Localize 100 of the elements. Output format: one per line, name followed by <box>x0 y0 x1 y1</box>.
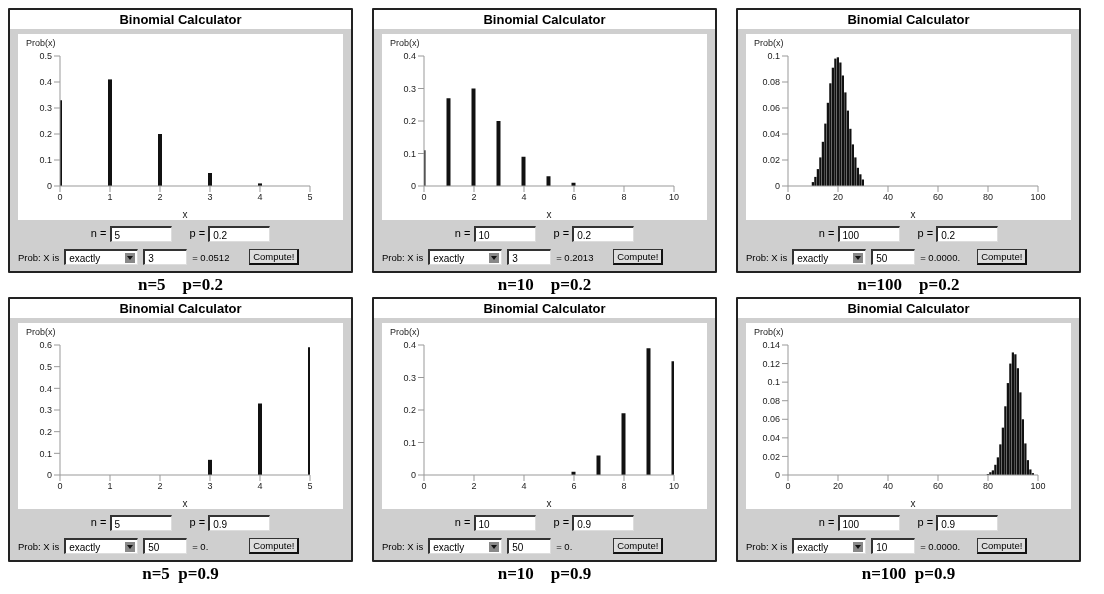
y-tick-label: 0 <box>46 470 52 481</box>
text: p = <box>553 515 570 528</box>
y-tick-label: 0.4 <box>403 340 416 351</box>
x-tick-label: 5 <box>307 192 313 203</box>
x-axis-title: x <box>546 209 552 220</box>
chart-title: Binomial Calculator <box>846 300 971 318</box>
x-tick-label: 8 <box>621 192 627 203</box>
y-tick-label: 0.06 <box>762 414 780 425</box>
chart-title: Binomial Calculator <box>118 300 243 318</box>
text: Prob: X is <box>382 251 424 263</box>
y-tick-label: 0.1 <box>403 437 416 448</box>
text-field: 5 <box>109 515 172 531</box>
chart-title: Binomial Calculator <box>482 11 607 29</box>
text-field: 100 <box>837 226 900 242</box>
text: n = <box>454 226 471 239</box>
text-field: 0.9 <box>572 515 635 531</box>
text: n=5 p=0.9 <box>141 564 220 584</box>
y-axis-title: Prob(x) <box>753 38 785 48</box>
button: Compute! <box>249 249 300 265</box>
y-tick-label: 0.1 <box>39 155 52 166</box>
text: n = <box>90 226 107 239</box>
x-tick-label: 100 <box>1030 481 1046 492</box>
dropdown: exactly <box>64 538 139 554</box>
chart-title: Binomial Calculator <box>118 11 243 29</box>
y-tick-label: 0.02 <box>762 451 780 462</box>
text-field: 0.9 <box>936 515 999 531</box>
x-tick-label: 100 <box>1030 192 1046 203</box>
y-tick-label: 0.3 <box>403 83 416 94</box>
x-axis-title: x <box>546 498 552 509</box>
x-tick-label: 4 <box>257 192 263 203</box>
y-tick-label: 0.08 <box>762 395 780 406</box>
x-tick-label: 4 <box>521 192 527 203</box>
y-tick-label: 0.6 <box>39 340 52 351</box>
x-tick-label: 0 <box>785 192 791 203</box>
text: n = <box>818 515 835 528</box>
text: p = <box>189 226 206 239</box>
button: Compute! <box>977 249 1028 265</box>
x-tick-label: 60 <box>932 192 944 203</box>
y-tick-label: 0.06 <box>762 103 780 114</box>
y-tick-label: 0.2 <box>403 116 416 127</box>
dropdown: exactly <box>428 538 503 554</box>
x-tick-label: 0 <box>421 192 427 203</box>
x-tick-label: 0 <box>57 481 63 492</box>
text-field: 3 <box>507 249 552 265</box>
y-tick-label: 0.5 <box>39 361 52 372</box>
text-field: 5 <box>109 226 172 242</box>
text: n=5 p=0.2 <box>136 275 224 295</box>
y-tick-label: 0.1 <box>767 51 780 62</box>
y-tick-label: 0.3 <box>39 405 52 416</box>
x-tick-label: 2 <box>157 481 163 492</box>
button: Compute! <box>613 249 664 265</box>
y-tick-label: 0.4 <box>39 77 52 88</box>
y-tick-label: 0.04 <box>762 433 780 444</box>
y-axis-title: Prob(x) <box>389 327 421 337</box>
text: = 0. <box>556 540 574 552</box>
text: Prob: X is <box>18 251 60 263</box>
x-tick-label: 60 <box>932 481 944 492</box>
text-field: 100 <box>837 515 900 531</box>
text: n = <box>818 226 835 239</box>
x-tick-label: 0 <box>57 192 63 203</box>
x-tick-label: 2 <box>471 192 477 203</box>
y-tick-label: 0 <box>410 470 416 481</box>
text-field: 3 <box>143 249 188 265</box>
text-field: 50 <box>143 538 188 554</box>
y-tick-label: 0.1 <box>403 148 416 159</box>
chart-title: Binomial Calculator <box>482 300 607 318</box>
x-axis-title: x <box>182 209 188 220</box>
text: n=10 p=0.2 <box>496 275 593 295</box>
text: p = <box>917 226 934 239</box>
text-field: 50 <box>507 538 552 554</box>
x-tick-label: 4 <box>257 481 263 492</box>
y-tick-label: 0.5 <box>39 51 52 62</box>
x-tick-label: 0 <box>785 481 791 492</box>
x-tick-label: 1 <box>107 192 113 203</box>
x-tick-label: 2 <box>471 481 477 492</box>
x-axis-title: x <box>910 209 916 220</box>
x-tick-label: 6 <box>571 481 577 492</box>
text: n = <box>454 515 471 528</box>
button: Compute! <box>977 538 1028 554</box>
text: n=100 p=0.9 <box>860 564 957 584</box>
y-tick-label: 0.2 <box>39 426 52 437</box>
text: n = <box>90 515 107 528</box>
y-axis-title: Prob(x) <box>389 38 421 48</box>
text-field: 10 <box>871 538 916 554</box>
y-tick-label: 0.4 <box>39 383 52 394</box>
y-tick-label: 0 <box>774 470 780 481</box>
y-axis-title: Prob(x) <box>753 327 785 337</box>
y-tick-label: 0.2 <box>39 129 52 140</box>
text: p = <box>917 515 934 528</box>
text: p = <box>553 226 570 239</box>
y-tick-label: 0.2 <box>403 405 416 416</box>
x-tick-label: 80 <box>982 192 994 203</box>
x-tick-label: 20 <box>832 481 844 492</box>
y-tick-label: 0.3 <box>39 103 52 114</box>
x-tick-label: 10 <box>668 481 680 492</box>
text-field: 0.2 <box>572 226 635 242</box>
y-tick-label: 0 <box>46 181 52 192</box>
y-tick-label: 0.1 <box>767 377 780 388</box>
y-tick-label: 0.12 <box>762 358 780 369</box>
button: Compute! <box>249 538 300 554</box>
